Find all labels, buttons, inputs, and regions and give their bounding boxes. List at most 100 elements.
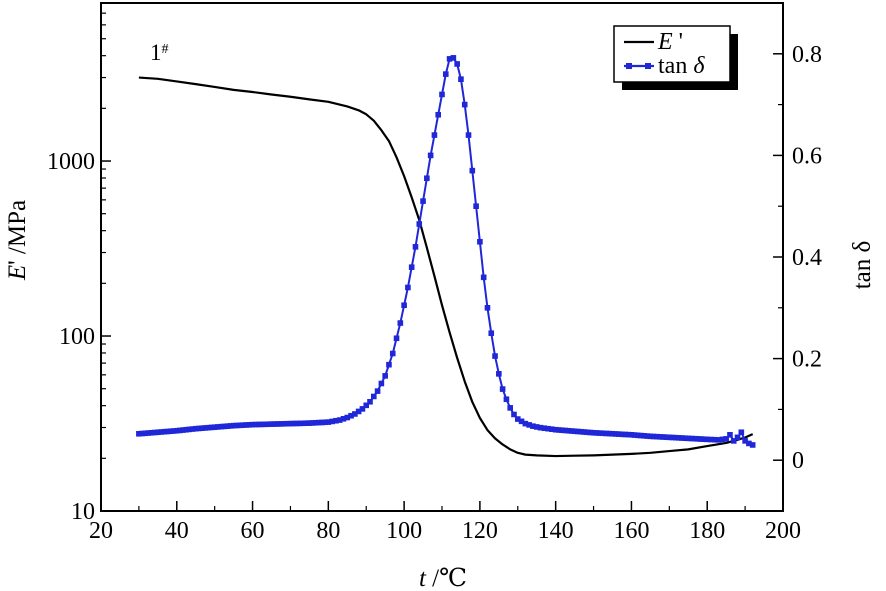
tan-delta-marker [218,423,224,430]
tan-delta-marker [164,428,171,435]
legend-marker-tan-delta-2 [645,63,651,69]
tan-delta-marker [565,427,572,434]
tan-delta-marker [537,424,544,431]
tan-delta-marker [386,361,392,368]
tan-delta-marker [701,436,707,443]
tan-delta-marker [477,238,483,245]
tan-delta-marker [278,421,284,427]
tan-delta-marker [600,430,606,437]
tan-delta-marker [259,421,265,428]
tan-delta-marker [312,419,319,426]
tan-delta-marker [634,432,641,439]
tan-delta-marker [393,335,400,342]
tan-delta-marker [155,429,161,436]
tan-delta-marker [287,420,294,427]
tan-delta-marker [727,432,733,438]
tan-delta-marker [322,419,328,426]
tan-delta-marker [584,429,591,436]
tan-delta-marker [139,430,145,437]
tan-delta-marker [367,398,373,405]
tan-delta-marker [427,152,434,159]
tan-delta-marker [480,274,487,281]
tan-delta-marker [374,388,381,394]
tan-delta-marker [545,425,551,432]
tan-delta-marker [571,428,578,435]
tan-delta-marker [268,421,275,427]
tan-delta-marker [616,431,622,437]
tan-delta-marker [136,430,142,437]
sample-annotation-sup: # [162,42,169,57]
tan-delta-marker [492,353,498,359]
tan-delta-marker [666,434,673,441]
tan-delta-marker [416,221,423,227]
tan-delta-marker [265,421,272,428]
x-tick-label-120: 120 [462,518,498,544]
tan-delta-marker [541,425,548,431]
tan-delta-marker [189,426,196,432]
legend-label-e-prime-rest: ' [673,29,683,55]
tan-delta-marker [530,423,536,429]
tan-delta-marker [297,420,303,427]
tan-delta-marker [749,442,756,448]
tan-delta-marker [363,402,370,409]
tan-delta-marker [522,420,529,427]
tan-delta-marker [408,264,415,270]
tan-delta-marker [533,424,540,430]
tan-delta-marker [609,430,616,437]
tan-delta-marker [412,244,419,250]
tan-delta-marker [603,430,609,437]
tan-delta-marker [578,428,584,435]
tan-delta-marker [708,436,714,443]
legend-label-tan-delta-italic: δ [693,53,705,79]
tan-delta-marker [145,430,152,436]
tan-delta-marker [290,420,297,427]
tan-delta-marker [340,415,347,422]
tan-delta-marker [303,420,310,427]
tan-delta-marker [240,422,246,428]
tan-delta-marker [439,91,445,98]
tan-delta-marker [446,56,453,62]
tan-delta-marker [746,440,752,447]
series-line-0 [138,76,754,458]
tan-delta-marker [450,55,457,61]
ticks-layer: 20 40 60 80 100 120 140 160 180 200 10 100 1000 0 0.2 0… [47,2,822,544]
x-tick-label-140: 140 [538,518,574,544]
tan-delta-marker [625,431,632,438]
tan-delta-marker [151,429,158,436]
tan-delta-marker [142,430,149,437]
tan-delta-marker [271,421,278,427]
x-tick-label-160: 160 [613,518,649,544]
tan-delta-marker [208,424,215,431]
tan-delta-marker [698,436,704,442]
y-right-tick-label-0: 0 [792,448,804,474]
x-axis-title-rest: /℃ [426,565,467,591]
tan-delta-marker [359,406,366,412]
tan-delta-marker [647,433,654,440]
tan-delta-marker [173,427,180,434]
x-axis-title: t /℃ [419,565,467,591]
y-left-tick-label-1000: 1000 [47,149,95,175]
tan-delta-marker [559,427,565,434]
tan-delta-marker [442,71,449,77]
sample-annotation: 1# [150,40,169,65]
tan-delta-marker [167,428,174,435]
tan-delta-marker [378,380,385,387]
tan-delta-marker [336,417,343,423]
tan-delta-marker [199,425,205,431]
tan-delta-marker [499,386,506,392]
tan-delta-marker [227,423,234,429]
tan-delta-marker [237,422,243,429]
tan-delta-marker [186,426,193,433]
tan-delta-marker [694,436,701,442]
legend: E ' tan δ [613,25,738,90]
tan-delta-marker [669,434,676,441]
tan-delta-marker [355,408,362,415]
tan-delta-marker [192,425,199,432]
sample-annotation-base: 1 [150,40,162,65]
tan-delta-marker [469,167,476,174]
tan-delta-marker [371,393,377,400]
tan-delta-marker [180,427,186,433]
tan-delta-marker [344,414,351,421]
tan-delta-marker [316,419,322,426]
y-left-axis-title-italic: E [4,265,31,281]
